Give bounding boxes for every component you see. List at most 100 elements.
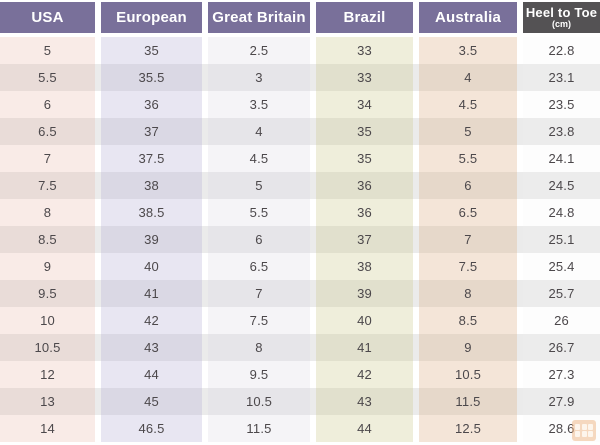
table-row: 6.5 37 4 35 5 23.8 (0, 118, 600, 145)
column-header-australia: Australia (419, 2, 517, 33)
table-cell-brazil: 41 (316, 334, 413, 361)
column-header-label: Heel to Toe (525, 5, 598, 20)
table-cell-brazil: 35 (316, 145, 413, 172)
table-row: 8 38.5 5.5 36 6.5 24.8 (0, 199, 600, 226)
column-header-sublabel: (cm) (551, 19, 571, 29)
table-cell-great-britain: 5 (208, 172, 310, 199)
table-cell-australia: 3.5 (419, 37, 517, 64)
table-cell-brazil: 39 (316, 280, 413, 307)
table-cell-great-britain: 3.5 (208, 91, 310, 118)
table-cell-heel-to-toe: 23.5 (523, 91, 600, 118)
table-cell-european: 41 (101, 280, 202, 307)
table-cell-brazil: 36 (316, 199, 413, 226)
table-cell-great-britain: 4.5 (208, 145, 310, 172)
table-cell-usa: 8.5 (0, 226, 95, 253)
table-cell-usa: 13 (0, 388, 95, 415)
table-cell-australia: 9 (419, 334, 517, 361)
table-cell-great-britain: 2.5 (208, 37, 310, 64)
table-cell-brazil: 33 (316, 37, 413, 64)
table-row: 10.5 43 8 41 9 26.7 (0, 334, 600, 361)
table-row: 9 40 6.5 38 7.5 25.4 (0, 253, 600, 280)
table-cell-brazil: 36 (316, 172, 413, 199)
table-cell-australia: 6.5 (419, 199, 517, 226)
table-cell-great-britain: 9.5 (208, 361, 310, 388)
column-header-label: Brazil (343, 9, 386, 26)
table-row: 8.5 39 6 37 7 25.1 (0, 226, 600, 253)
table-cell-great-britain: 10.5 (208, 388, 310, 415)
table-cell-brazil: 40 (316, 307, 413, 334)
watermark-grid-row (575, 423, 593, 430)
table-cell-usa: 7.5 (0, 172, 95, 199)
table-row: 5 35 2.5 33 3.5 22.8 (0, 37, 600, 64)
table-cell-australia: 11.5 (419, 388, 517, 415)
table-cell-australia: 7.5 (419, 253, 517, 280)
table-header-row: USA European Great Britain Brazil Australia H… (0, 2, 600, 33)
table-cell-brazil: 35 (316, 118, 413, 145)
table-cell-usa: 5.5 (0, 64, 95, 91)
table-row: 7 37.5 4.5 35 5.5 24.1 (0, 145, 600, 172)
table-row: 6 36 3.5 34 4.5 23.5 (0, 91, 600, 118)
table-cell-australia: 5 (419, 118, 517, 145)
table-cell-usa: 10.5 (0, 334, 95, 361)
column-header-brazil: Brazil (316, 2, 413, 33)
table-cell-usa: 5 (0, 37, 95, 64)
table-cell-brazil: 44 (316, 415, 413, 442)
table-cell-european: 37.5 (101, 145, 202, 172)
table-cell-great-britain: 11.5 (208, 415, 310, 442)
table-cell-brazil: 43 (316, 388, 413, 415)
table-row: 7.5 38 5 36 6 24.5 (0, 172, 600, 199)
table-cell-european: 46.5 (101, 415, 202, 442)
table-cell-brazil: 42 (316, 361, 413, 388)
table-cell-australia: 10.5 (419, 361, 517, 388)
table-cell-heel-to-toe: 27.9 (523, 388, 600, 415)
table-cell-great-britain: 4 (208, 118, 310, 145)
table-cell-usa: 12 (0, 361, 95, 388)
table-body: 5 35 2.5 33 3.5 22.8 5.5 35.5 3 33 4 23.1 6 36 3.5 34 4.… (0, 37, 600, 442)
table-cell-european: 37 (101, 118, 202, 145)
table-cell-heel-to-toe: 22.8 (523, 37, 600, 64)
table-cell-australia: 4.5 (419, 91, 517, 118)
table-cell-usa: 8 (0, 199, 95, 226)
table-cell-heel-to-toe: 24.1 (523, 145, 600, 172)
table-cell-european: 42 (101, 307, 202, 334)
watermark-logo-icon (572, 420, 596, 441)
table-cell-australia: 5.5 (419, 145, 517, 172)
table-cell-european: 38.5 (101, 199, 202, 226)
column-header-label: USA (31, 9, 64, 26)
table-cell-european: 35.5 (101, 64, 202, 91)
table-row: 5.5 35.5 3 33 4 23.1 (0, 64, 600, 91)
table-cell-australia: 4 (419, 64, 517, 91)
table-cell-usa: 9.5 (0, 280, 95, 307)
table-cell-european: 35 (101, 37, 202, 64)
table-cell-usa: 10 (0, 307, 95, 334)
table-cell-heel-to-toe: 26.7 (523, 334, 600, 361)
column-header-great-britain: Great Britain (208, 2, 310, 33)
table-cell-great-britain: 3 (208, 64, 310, 91)
table-cell-australia: 7 (419, 226, 517, 253)
table-cell-european: 44 (101, 361, 202, 388)
table-cell-australia: 8.5 (419, 307, 517, 334)
table-cell-european: 40 (101, 253, 202, 280)
table-row: 13 45 10.5 43 11.5 27.9 (0, 388, 600, 415)
table-cell-heel-to-toe: 25.7 (523, 280, 600, 307)
table-cell-great-britain: 5.5 (208, 199, 310, 226)
table-cell-australia: 8 (419, 280, 517, 307)
column-header-label: Great Britain (212, 9, 306, 26)
table-cell-brazil: 34 (316, 91, 413, 118)
table-cell-european: 39 (101, 226, 202, 253)
table-cell-australia: 12.5 (419, 415, 517, 442)
table-cell-heel-to-toe: 27.3 (523, 361, 600, 388)
table-cell-european: 36 (101, 91, 202, 118)
table-cell-great-britain: 8 (208, 334, 310, 361)
table-cell-heel-to-toe: 25.4 (523, 253, 600, 280)
table-cell-great-britain: 7 (208, 280, 310, 307)
column-header-european: European (101, 2, 202, 33)
column-header-label: European (116, 9, 187, 26)
table-row: 10 42 7.5 40 8.5 26 (0, 307, 600, 334)
table-cell-usa: 6.5 (0, 118, 95, 145)
watermark-grid-row (575, 431, 593, 438)
column-header-heel-to-toe: Heel to Toe (cm) (523, 2, 600, 33)
table-cell-heel-to-toe: 23.8 (523, 118, 600, 145)
table-row: 12 44 9.5 42 10.5 27.3 (0, 361, 600, 388)
table-cell-heel-to-toe: 23.1 (523, 64, 600, 91)
